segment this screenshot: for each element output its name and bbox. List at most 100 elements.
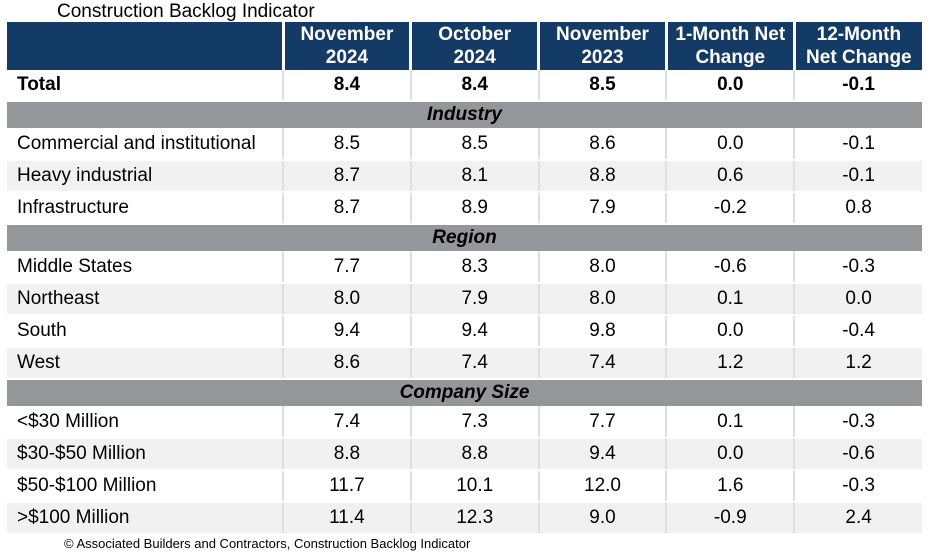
column-header-line: Net Change [806,47,912,68]
cell-value: 7.4 [537,347,667,380]
column-header-line: November [300,24,394,45]
cell-value: 8.1 [409,160,539,193]
cell-value: 9.4 [282,315,411,348]
cell-value: 8.5 [537,70,667,102]
column-header-1-month-change: 1-Month Net Change [664,22,795,70]
section-header: Company Size [7,379,922,407]
column-header-nov-2023: November 2023 [537,22,667,70]
cell-value: 8.0 [537,251,667,284]
section-header: Industry [7,101,922,129]
column-header-line: Change [695,47,766,68]
cell-value: 0.0 [665,315,795,348]
cell-value: -0.1 [793,160,922,193]
cell-value: 0.0 [665,128,795,161]
row-label: Commercial and institutional [7,128,283,161]
column-header-line: 2024 [453,47,496,68]
table-row-northeast: Northeast 8.0 7.9 8.0 0.1 0.0 [7,283,922,316]
cell-value: 9.4 [409,315,539,348]
cell-value: 8.0 [282,283,411,316]
table-row-south: South 9.4 9.4 9.8 0.0 -0.4 [7,315,922,348]
cell-value: 9.4 [537,438,667,471]
table-row-total: Total 8.4 8.4 8.5 0.0 -0.1 [7,70,922,102]
cell-value: 9.8 [537,315,667,348]
cell-value: 0.0 [793,283,922,316]
cell-value: -0.3 [793,470,922,503]
cell-value: -0.4 [793,315,922,348]
cell-value: 7.4 [409,347,539,380]
cell-value: 7.3 [409,406,539,439]
cell-value: 1.2 [793,347,922,380]
cell-value: 1.6 [665,470,795,503]
cell-value: 8.7 [282,160,411,193]
column-header-line: October [438,24,512,45]
backlog-table: November 2024 October 2024 November 2023… [7,22,922,535]
row-label: Northeast [7,283,283,316]
cell-value: -0.6 [665,251,795,284]
section-header: Region [7,224,922,252]
row-label: South [7,315,283,348]
cell-value: -0.9 [665,502,795,535]
cell-value: 7.9 [537,192,667,225]
section-row-region: Region [7,224,922,252]
cell-value: 8.8 [537,160,667,193]
row-label: <$30 Million [7,406,283,439]
cell-value: 11.7 [282,470,411,503]
cell-value: 0.0 [665,70,795,102]
cell-value: 8.6 [282,347,411,380]
table-row-infrastructure: Infrastructure 8.7 8.9 7.9 -0.2 0.8 [7,192,922,225]
table-row-west: West 8.6 7.4 7.4 1.2 1.2 [7,347,922,380]
row-label: >$100 Million [7,502,283,535]
table-row-over-100m: >$100 Million 11.4 12.3 9.0 -0.9 2.4 [7,502,922,535]
column-header-blank [7,22,283,70]
cell-value: 7.4 [282,406,411,439]
cell-value: 1.2 [665,347,795,380]
table-row-middle-states: Middle States 7.7 8.3 8.0 -0.6 -0.3 [7,251,922,284]
row-label: $30-$50 Million [7,438,283,471]
cell-value: 10.1 [409,470,539,503]
cell-value: -0.1 [793,70,922,102]
section-row-industry: Industry [7,101,922,129]
cell-value: 0.0 [665,438,795,471]
cell-value: 8.8 [282,438,411,471]
cell-value: 8.3 [409,251,539,284]
row-label: Middle States [7,251,283,284]
row-label: Heavy industrial [7,160,283,193]
column-header-line: November [556,24,649,45]
table-row-heavy-industrial: Heavy industrial 8.7 8.1 8.8 0.6 -0.1 [7,160,922,193]
table-row-30-50m: $30-$50 Million 8.8 8.8 9.4 0.0 -0.6 [7,438,922,471]
cell-value: 8.9 [409,192,539,225]
column-header-line: 2023 [581,47,624,68]
cell-value: 8.4 [409,70,539,102]
cell-value: 0.6 [665,160,795,193]
column-header-line: 2024 [325,47,369,68]
table-row-commercial: Commercial and institutional 8.5 8.5 8.6… [7,128,922,161]
cell-value: 8.4 [282,70,411,102]
cell-value: -0.1 [793,128,922,161]
cell-value: 0.1 [665,283,795,316]
cell-value: 0.1 [665,406,795,439]
table-row-50-100m: $50-$100 Million 11.7 10.1 12.0 1.6 -0.3 [7,470,922,503]
copyright-footer: © Associated Builders and Contractors, C… [64,536,471,551]
cell-value: 11.4 [282,502,411,535]
table-header-row: November 2024 October 2024 November 2023… [7,22,922,70]
column-header-line: 1-Month Net [675,24,786,45]
cell-value: 7.9 [409,283,539,316]
cell-value: 12.3 [409,502,539,535]
row-label: West [7,347,283,380]
cell-value: 8.7 [282,192,411,225]
cell-value: 8.0 [537,283,667,316]
cell-value: 8.8 [409,438,539,471]
row-label: $50-$100 Million [7,470,283,503]
row-label: Total [7,70,283,102]
column-header-oct-2024: October 2024 [409,22,539,70]
column-header-line: 12-Month [816,24,902,45]
cell-value: 7.7 [282,251,411,284]
cell-value: 12.0 [537,470,667,503]
cell-value: 8.6 [537,128,667,161]
cell-value: 7.7 [537,406,667,439]
cell-value: -0.6 [793,438,922,471]
column-header-nov-2024: November 2024 [281,22,411,70]
page-title: Construction Backlog Indicator [57,1,315,22]
section-row-company-size: Company Size [7,379,922,407]
cell-value: 9.0 [537,502,667,535]
